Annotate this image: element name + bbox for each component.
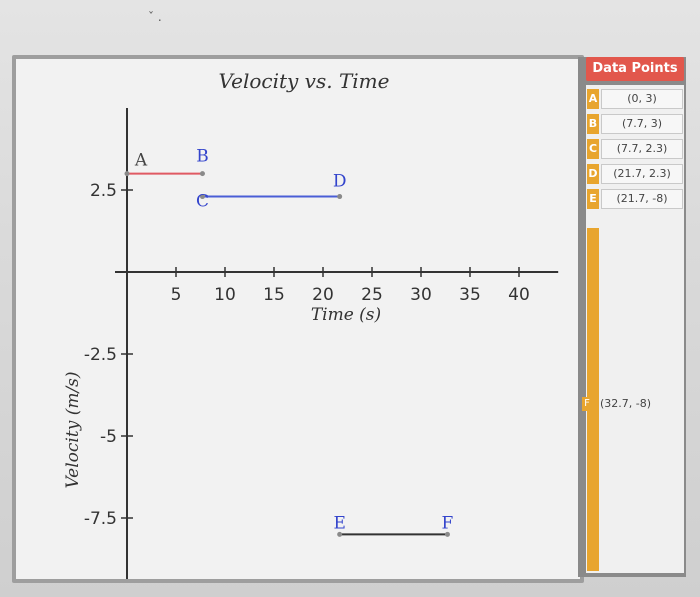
data-points-header: Data Points <box>586 57 684 81</box>
y-tick-label: -2.5 <box>84 345 117 365</box>
data-points-stripe <box>587 228 599 571</box>
point-label-c: C <box>196 192 209 212</box>
data-point-row-a[interactable]: A (0, 3) <box>587 89 683 109</box>
data-point-value[interactable]: (21.7, 2.3) <box>601 164 683 184</box>
data-point-value[interactable]: (0, 3) <box>601 89 683 109</box>
data-point-row-d[interactable]: D (21.7, 2.3) <box>587 164 683 184</box>
point-label-b: B <box>196 147 209 167</box>
data-point-row-e[interactable]: E (21.7, -8) <box>587 189 683 209</box>
point-e <box>337 531 343 537</box>
x-tick-label: 15 <box>263 285 285 305</box>
chart-title: Velocity vs. Time <box>219 69 390 93</box>
data-point-value[interactable]: (21.7, -8) <box>601 189 683 209</box>
points: A B C D E F <box>124 147 454 537</box>
data-point-value[interactable]: (32.7, -8) <box>600 397 652 410</box>
ticks: 5 10 15 20 25 30 35 40 2.5 -2.5 -5 -7.5 <box>84 181 530 529</box>
x-tick-label: 35 <box>459 285 481 305</box>
data-point-letter: A <box>587 89 599 109</box>
point-label-d: D <box>333 172 347 192</box>
data-point-letter: D <box>587 164 599 184</box>
point-c <box>199 194 205 200</box>
axes <box>115 108 559 579</box>
data-point-value[interactable]: (7.7, 3) <box>601 114 683 134</box>
y-axis-label: Velocity (m/s) <box>63 371 83 488</box>
y-tick-label: -5 <box>100 427 117 447</box>
velocity-chart: Velocity vs. Time Time (s) Velocity (m/s… <box>63 69 559 579</box>
point-f <box>444 531 450 537</box>
y-tick-label: -7.5 <box>84 509 117 529</box>
data-point-row-f[interactable]: F (32.7, -8) <box>582 396 682 412</box>
data-point-row-c[interactable]: C (7.7, 2.3) <box>587 139 683 159</box>
point-label-e: E <box>333 513 345 533</box>
data-point-row-b[interactable]: B (7.7, 3) <box>587 114 683 134</box>
chart-panel: Velocity vs. Time Time (s) Velocity (m/s… <box>16 59 580 579</box>
segments <box>127 172 448 536</box>
data-point-letter: E <box>587 189 599 209</box>
x-tick-label: 5 <box>171 285 182 305</box>
x-tick-label: 40 <box>508 285 530 305</box>
point-d <box>337 194 343 200</box>
data-point-value[interactable]: (7.7, 2.3) <box>601 139 683 159</box>
data-point-letter: F <box>582 397 592 411</box>
x-tick-label: 25 <box>361 285 383 305</box>
data-point-letter: B <box>587 114 599 134</box>
x-tick-label: 30 <box>410 285 432 305</box>
point-b <box>199 171 205 177</box>
point-label-f: F <box>442 513 454 533</box>
point-label-a: A <box>134 151 148 171</box>
x-axis-label: Time (s) <box>311 305 381 325</box>
x-tick-label: 20 <box>312 285 334 305</box>
x-tick-label: 10 <box>214 285 236 305</box>
data-point-letter: C <box>587 139 599 159</box>
point-a <box>124 171 130 177</box>
y-tick-label: 2.5 <box>90 181 117 201</box>
top-mark: ˇ . <box>148 10 162 24</box>
